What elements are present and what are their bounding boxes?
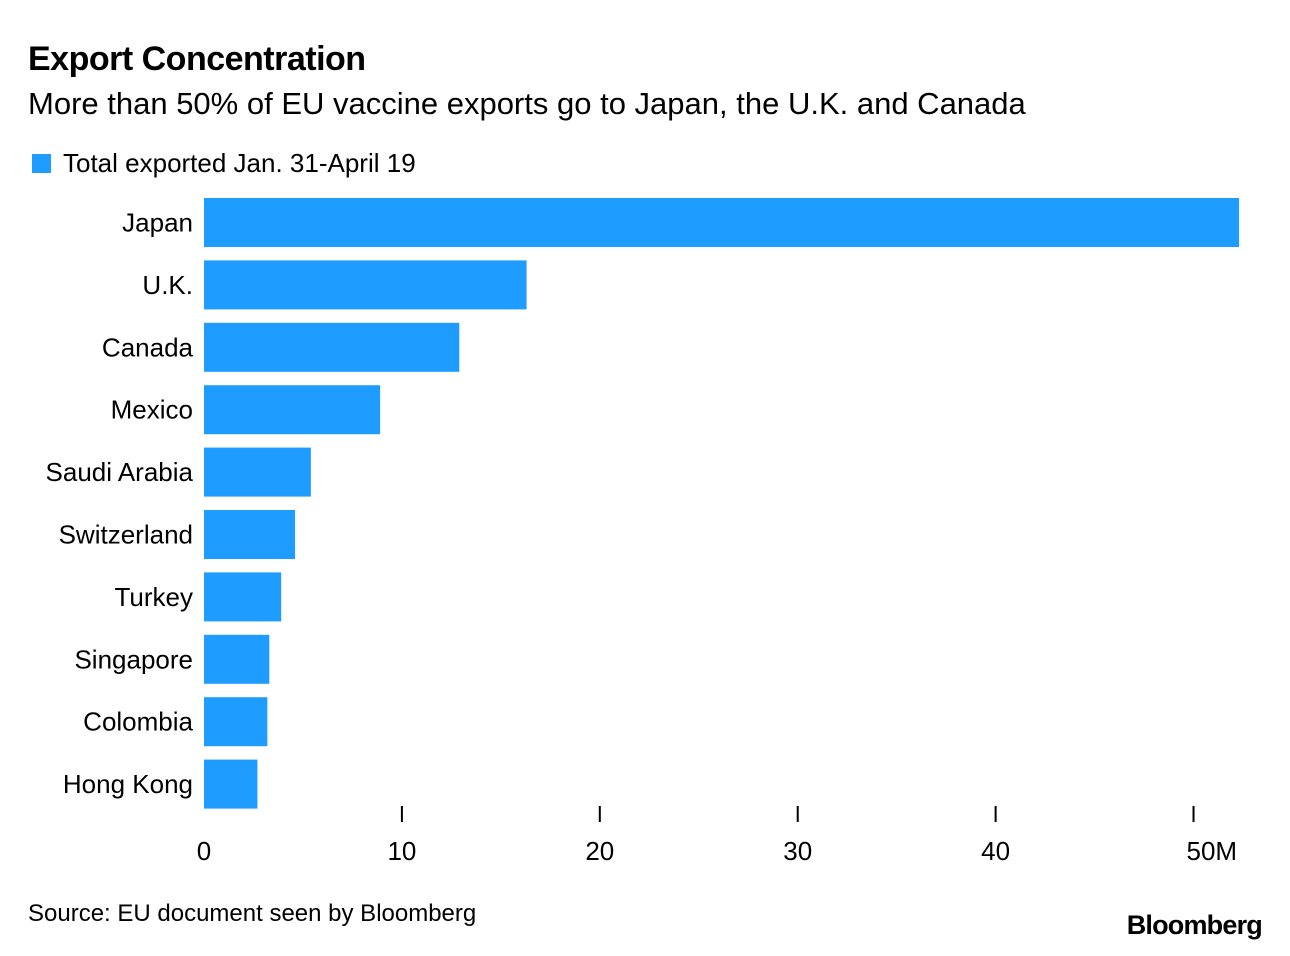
- x-axis-ticks: [400, 806, 1195, 822]
- bar-colombia: [204, 697, 268, 747]
- bars-group: [204, 198, 1240, 809]
- category-label-u-k: U.K.: [142, 270, 193, 300]
- category-label-hong-kong: Hong Kong: [63, 769, 193, 799]
- bar-canada: [204, 322, 460, 372]
- category-label-japan: Japan: [122, 208, 193, 238]
- bar-saudi-arabia: [204, 447, 311, 497]
- category-label-singapore: Singapore: [74, 644, 193, 674]
- bar-japan: [204, 198, 1240, 247]
- x-tick-label-20: 20: [585, 836, 614, 866]
- x-tick-label-50: 50M: [1187, 836, 1238, 866]
- chart-subtitle: More than 50% of EU vaccine exports go t…: [28, 86, 1026, 121]
- bloomberg-logo: Bloomberg: [1126, 910, 1263, 940]
- category-labels: Japan U.K. Canada Mexico Saudi Arabia Switzer…: [46, 208, 194, 800]
- bar-singapore: [204, 634, 270, 684]
- category-label-mexico: Mexico: [111, 395, 193, 425]
- x-tick-label-40: 40: [981, 836, 1010, 866]
- category-label-saudi-arabia: Saudi Arabia: [46, 457, 194, 487]
- bar-hong-kong: [204, 759, 258, 809]
- bar-mexico: [204, 385, 381, 435]
- legend: Total exported Jan. 31-April 19: [32, 148, 416, 179]
- x-axis-tick-labels: 0 10 20 30 40 50M: [197, 836, 1237, 866]
- category-label-colombia: Colombia: [83, 707, 193, 737]
- bar-switzerland: [204, 510, 296, 559]
- legend-swatch: [32, 154, 51, 173]
- x-tick-label-30: 30: [783, 836, 812, 866]
- x-tick-label-0: 0: [197, 836, 211, 866]
- category-label-switzerland: Switzerland: [59, 520, 193, 550]
- legend-label: Total exported Jan. 31-April 19: [63, 148, 416, 178]
- x-tick-label-10: 10: [387, 836, 416, 866]
- source-note: Source: EU document seen by Bloomberg: [28, 900, 477, 927]
- chart-title: Export Concentration: [28, 40, 366, 78]
- category-label-turkey: Turkey: [115, 582, 194, 612]
- category-label-canada: Canada: [102, 332, 194, 362]
- bar-turkey: [204, 572, 282, 622]
- bar-u-k: [204, 260, 527, 310]
